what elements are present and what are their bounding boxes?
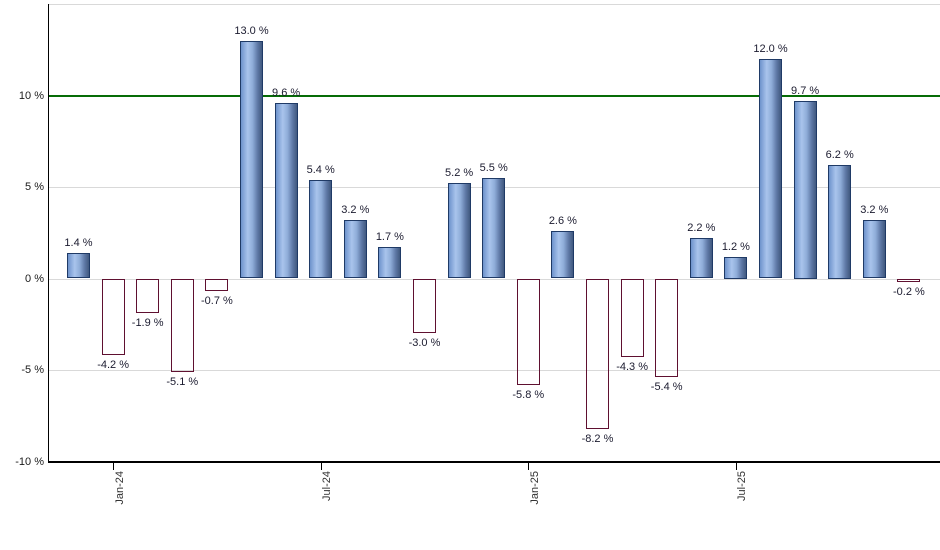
bar-negative xyxy=(101,278,125,356)
bar-negative xyxy=(620,278,644,358)
bar-negative xyxy=(655,278,679,378)
bar-value-label: -5.8 % xyxy=(512,388,545,401)
bar-positive xyxy=(240,40,263,279)
bar-value-label: 3.2 % xyxy=(341,203,370,216)
bar-value-label: -4.3 % xyxy=(616,361,648,374)
bar-positive xyxy=(551,230,575,279)
bar-positive xyxy=(724,256,748,279)
bar-negative xyxy=(170,278,194,372)
bar-value-label: -3.0 % xyxy=(408,337,441,350)
bar-value-label: 2.2 % xyxy=(687,222,716,235)
x-axis-tick xyxy=(528,462,530,470)
gridline xyxy=(48,370,940,371)
bar-value-label: 13.0 % xyxy=(234,24,269,37)
y-axis-line xyxy=(48,4,49,463)
bar-value-label: 5.5 % xyxy=(479,161,508,174)
bar-value-label: -4.2 % xyxy=(97,359,129,372)
bar-negative xyxy=(586,278,609,429)
bar-value-label: -5.1 % xyxy=(166,375,199,388)
bar-value-label: 2.6 % xyxy=(548,214,577,227)
bar-positive xyxy=(828,165,852,279)
bar-value-label: 1.4 % xyxy=(64,236,93,249)
bar-negative xyxy=(516,278,540,385)
x-axis-tick-label: Jul-24 xyxy=(321,471,334,501)
x-axis-tick-label: Jan-24 xyxy=(113,471,126,505)
bar-positive xyxy=(793,101,817,279)
bar-negative xyxy=(413,278,436,334)
bar-positive xyxy=(378,247,402,279)
bar-value-label: 9.6 % xyxy=(272,86,301,99)
bar-positive xyxy=(343,219,367,279)
bar-value-label: 5.2 % xyxy=(445,167,474,180)
bar-positive xyxy=(309,179,333,279)
bar-positive xyxy=(759,58,782,279)
bar-value-label: 12.0 % xyxy=(753,42,788,55)
reference-line-10pct xyxy=(48,94,940,97)
bar-value-label: 1.7 % xyxy=(375,231,404,244)
bar-positive xyxy=(447,183,471,279)
bar-value-label: -0.2 % xyxy=(892,286,925,299)
gridline xyxy=(48,278,940,280)
bar-negative xyxy=(205,278,229,292)
bar-positive xyxy=(482,177,506,279)
bar-value-label: -8.2 % xyxy=(581,432,614,445)
x-axis-tick xyxy=(320,462,322,470)
y-axis-label: -10 % xyxy=(15,455,44,468)
bar-positive xyxy=(274,102,298,279)
y-axis-label: -5 % xyxy=(21,364,44,376)
bar-negative xyxy=(136,278,160,314)
x-axis-tick xyxy=(113,462,115,470)
x-axis-line xyxy=(48,461,940,463)
gridline xyxy=(48,4,940,5)
bar-value-label: 3.2 % xyxy=(860,203,889,216)
bar-value-label: -5.4 % xyxy=(650,381,683,394)
bar-value-label: -0.7 % xyxy=(200,295,233,308)
y-axis-label: 10 % xyxy=(18,89,44,102)
bar-positive xyxy=(862,219,886,279)
bar-value-label: 1.2 % xyxy=(721,240,750,253)
y-axis-label: 0 % xyxy=(25,272,44,285)
bar-value-label: 6.2 % xyxy=(825,149,854,161)
bar-positive xyxy=(67,252,90,279)
bar-value-label: 5.4 % xyxy=(306,163,335,176)
bar-value-label: -1.9 % xyxy=(131,317,164,330)
bar-positive xyxy=(689,238,713,279)
bar-value-label: 9.7 % xyxy=(791,85,820,97)
bar-negative xyxy=(897,278,921,283)
y-axis-label: 5 % xyxy=(25,181,44,193)
x-axis-tick-label: Jan-25 xyxy=(528,471,541,505)
x-axis-tick-label: Jul-25 xyxy=(736,471,749,501)
x-axis-tick xyxy=(735,462,737,470)
